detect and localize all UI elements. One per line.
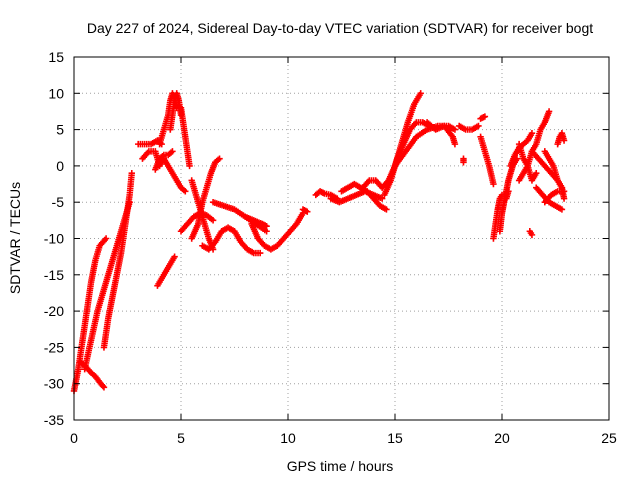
axis-ticks xyxy=(73,56,610,421)
data-point xyxy=(417,90,424,97)
data-point xyxy=(490,180,497,188)
x-tick-label: 15 xyxy=(387,430,403,446)
series-track-2 xyxy=(77,358,108,391)
data-point xyxy=(545,108,553,115)
data-point xyxy=(560,188,568,195)
y-axis-label: SDTVAR / TECUs xyxy=(7,182,23,294)
data-points xyxy=(70,90,568,395)
x-tick-labels: 0 5 10 15 20 25 xyxy=(70,430,617,446)
series-track-11 xyxy=(177,104,193,170)
data-point xyxy=(528,130,536,137)
series-track-15 xyxy=(209,199,270,235)
series-track-32 xyxy=(515,162,540,184)
x-tick-label: 0 xyxy=(70,430,78,446)
data-point xyxy=(99,382,107,390)
series-track-1 xyxy=(70,235,110,395)
data-point xyxy=(304,208,311,215)
series-track-26 xyxy=(456,122,482,133)
data-point xyxy=(171,253,178,260)
data-point xyxy=(451,126,459,133)
series-track-10 xyxy=(154,253,178,289)
y-tick-label: 15 xyxy=(48,49,64,65)
data-point xyxy=(528,231,536,239)
y-tick-label: -15 xyxy=(44,267,64,283)
series-track-21 xyxy=(327,188,386,206)
data-point xyxy=(533,169,540,177)
y-tick-label: -20 xyxy=(44,303,64,319)
y-tick-labels: -35 -30 -25 -20 -15 -10 -5 0 5 10 15 xyxy=(44,49,64,428)
data-point xyxy=(186,162,193,170)
x-tick-label: 25 xyxy=(601,430,617,446)
series-track-35 xyxy=(541,148,568,202)
series-track-25 xyxy=(423,119,459,148)
data-point xyxy=(256,249,264,257)
series-track-14 xyxy=(188,155,223,242)
series-track-19 xyxy=(312,188,341,202)
x-tick-label: 10 xyxy=(280,430,296,446)
y-tick-label: 5 xyxy=(56,122,64,138)
chart-title: Day 227 of 2024, Sidereal Day-to-day VTE… xyxy=(87,20,593,36)
data-point xyxy=(169,148,176,155)
data-point xyxy=(182,188,189,195)
data-point xyxy=(481,113,489,120)
x-tick-label: 5 xyxy=(177,430,185,446)
series-track-16 xyxy=(199,224,264,257)
y-tick-label: -10 xyxy=(44,231,64,247)
data-point xyxy=(100,384,108,391)
series-track-40 xyxy=(477,113,489,122)
x-axis-label: GPS time / hours xyxy=(287,458,394,474)
series-track-4 xyxy=(100,169,135,351)
series-track-31 xyxy=(515,108,553,170)
data-point xyxy=(451,140,459,148)
y-tick-label: -35 xyxy=(44,412,64,428)
y-tick-label: -5 xyxy=(52,194,65,210)
data-point xyxy=(102,235,110,242)
data-point xyxy=(263,222,270,230)
series-track-17 xyxy=(248,209,307,253)
y-tick-label: 10 xyxy=(48,85,64,101)
series-track-37 xyxy=(554,130,568,148)
data-point xyxy=(378,195,386,202)
series-track-36 xyxy=(541,188,568,206)
series-track-18 xyxy=(242,213,270,230)
data-point xyxy=(128,169,135,177)
series-track-41 xyxy=(299,206,311,215)
data-point xyxy=(558,206,566,213)
series-track-29 xyxy=(496,155,521,235)
series-track-38 xyxy=(526,228,536,239)
x-tick-label: 20 xyxy=(494,430,510,446)
series-track-7 xyxy=(152,148,176,173)
data-point xyxy=(460,155,467,162)
data-point xyxy=(383,206,390,213)
data-point xyxy=(209,217,217,224)
data-point xyxy=(475,122,482,130)
series-track-13 xyxy=(188,177,217,253)
data-point xyxy=(560,195,568,202)
grid-lines xyxy=(74,57,609,420)
series-track-27 xyxy=(477,133,497,188)
y-tick-label: 0 xyxy=(56,158,64,174)
data-point xyxy=(560,137,568,144)
data-point xyxy=(216,155,223,162)
series-track-39 xyxy=(460,155,467,166)
y-tick-label: -25 xyxy=(44,339,64,355)
y-tick-label: -30 xyxy=(44,376,64,392)
